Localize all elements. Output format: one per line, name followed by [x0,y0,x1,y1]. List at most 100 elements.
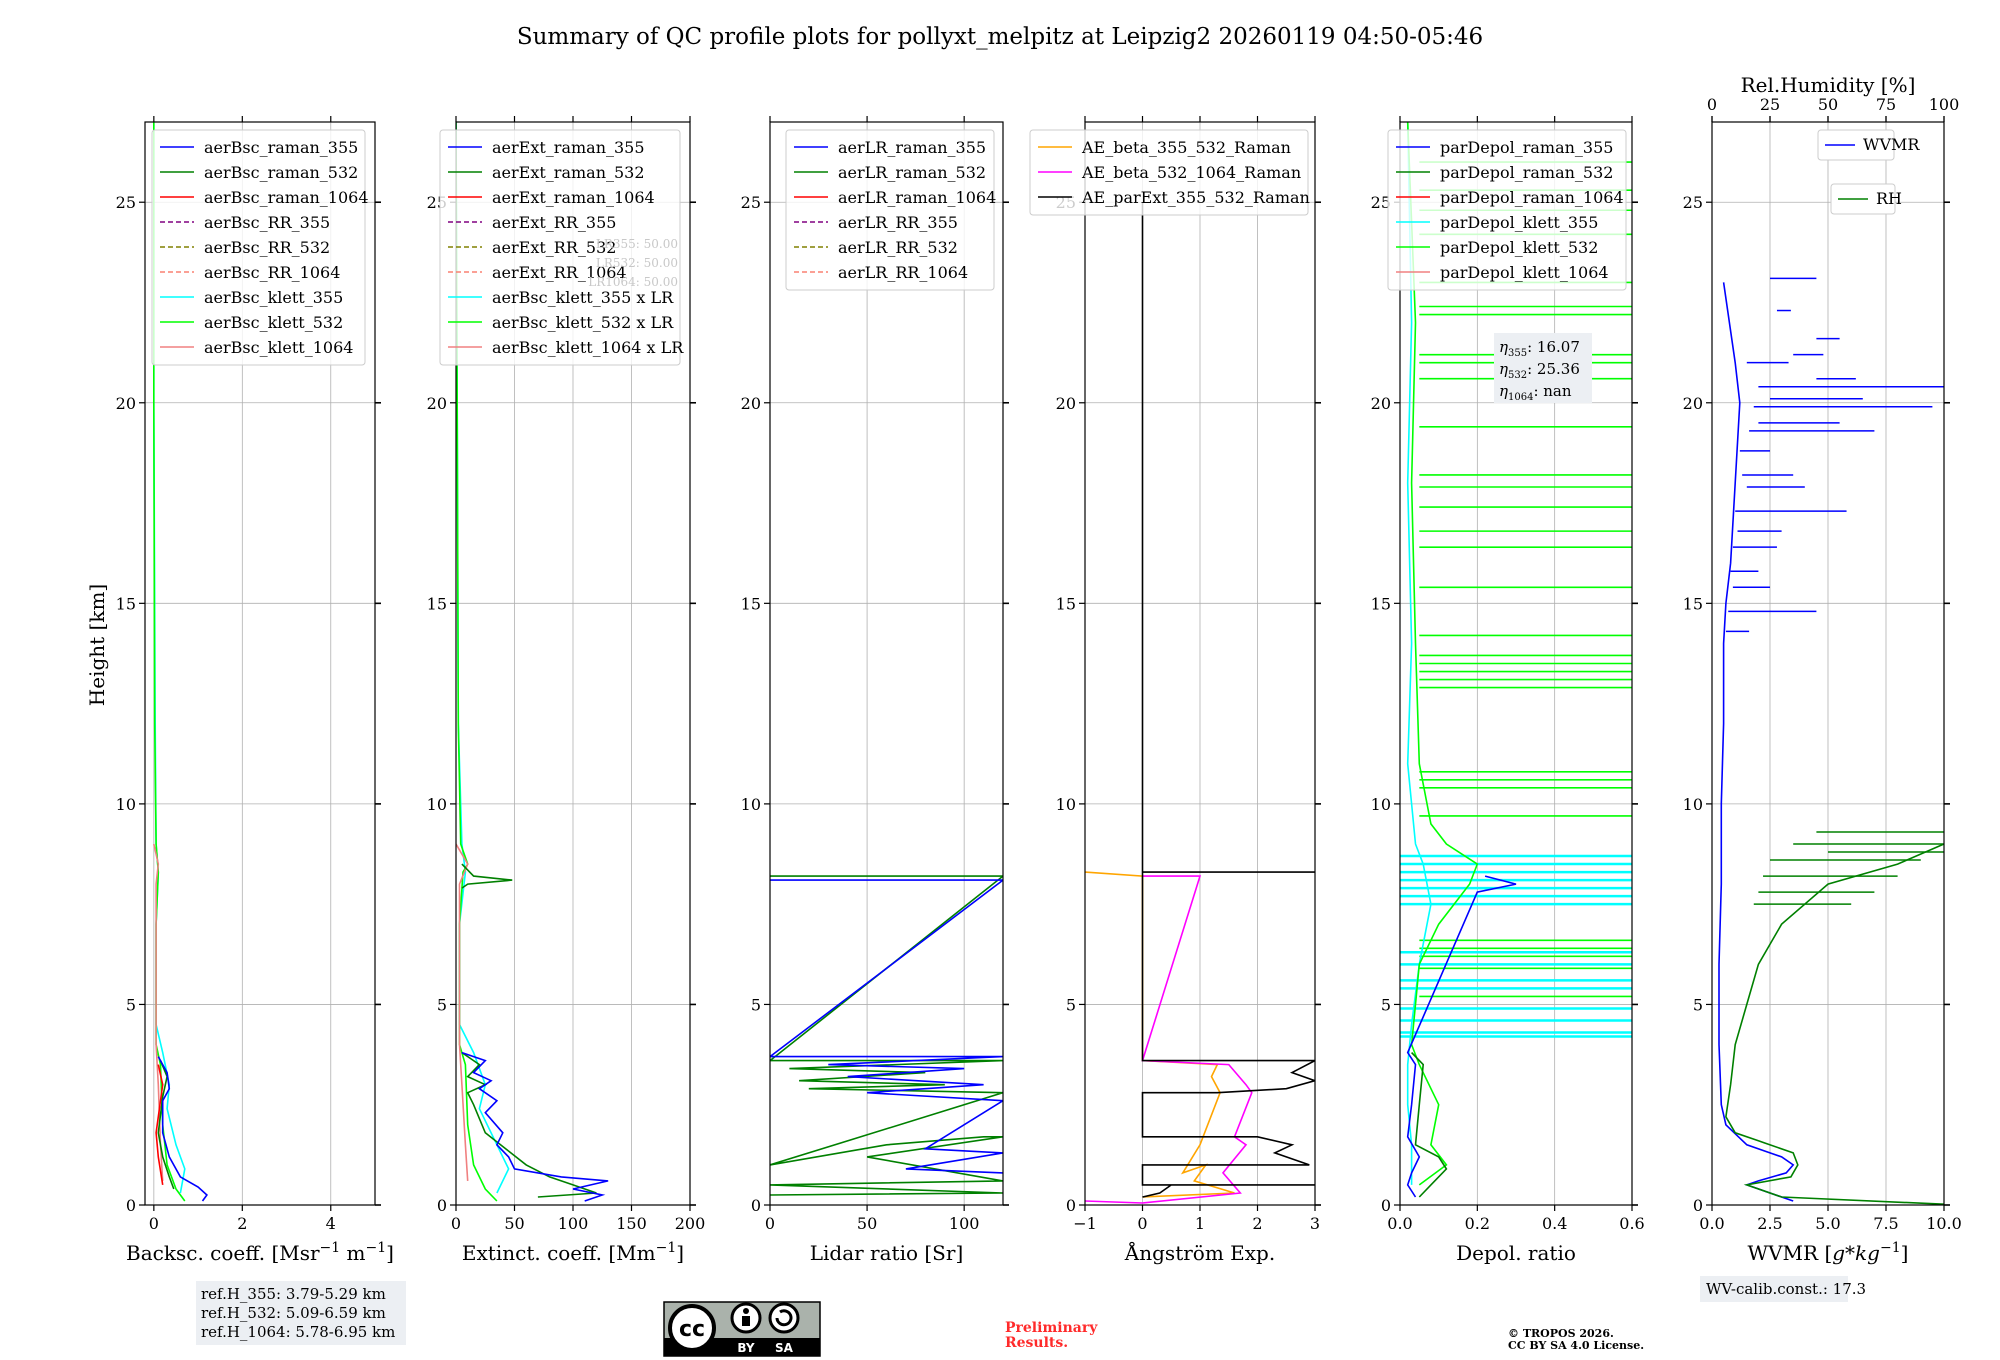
cc-sa-label: SA [775,1341,794,1355]
legend-box-ae [1029,129,1309,216]
y-axis-label: Height [km] [85,584,109,706]
x-tick-label-depol: 0.0 [1387,1214,1412,1233]
figure-title: Summary of QC profile plots for pollyxt_… [517,24,1483,50]
x-tick-label-lr: 100 [949,1214,980,1233]
legend-label: parDepol_klett_532 [1440,238,1598,257]
legend-label: aerBsc_RR_532 [204,238,330,257]
legend-label: aerExt_raman_1064 [492,188,655,207]
x-tick-label-wv: 2.5 [1757,1214,1782,1233]
legend-label: RH [1876,189,1902,208]
legend-label: aerBsc_RR_1064 [204,263,340,282]
svg-text:cc: cc [679,1317,705,1342]
legend-label: parDepol_raman_355 [1440,138,1613,157]
legend-label: aerBsc_klett_1064 x LR [492,338,684,357]
legend-label: aerLR_RR_1064 [838,263,968,282]
panel-depol: 0.0 0.2 0.4 0.6 0 5 10 15 20 25 Depol. ratio parDep… [1371,116,1645,1265]
panel-lr: 0 50 100 0 5 10 15 20 25 Lidar ratio [Sr] aerLR_ra… [741,116,1009,1265]
series-aerBsc_klett_1064 x LR [456,843,469,1181]
wv-calib-box: WV-calib.const.: 17.3 [1700,1276,1866,1302]
legend-label: aerBsc_klett_355 x LR [492,288,674,307]
ref-height-1064: ref.H_1064: 5.78-6.95 km [201,1323,395,1341]
y-tick-label-ext: 15 [427,594,447,613]
lr-label: LR532: 50.00 [596,256,678,270]
legend-box-lr [785,129,995,291]
x-tick-label-ae: 0 [1137,1214,1147,1233]
ref-height-532: ref.H_532: 5.09-6.59 km [201,1304,386,1322]
legend-box-bsc [151,129,366,366]
series-parDepol_raman_532 [1411,1052,1448,1198]
y-tick-label-bsc: 15 [116,594,136,613]
x-axis-label-ae: Ångström Exp. [1124,1240,1275,1265]
legend-label: aerBsc_klett_1064 [204,338,353,357]
legend-label: parDepol_klett_1064 [1440,263,1609,282]
legend-label: aerExt_RR_532 [492,238,616,257]
y-tick-label-wv: 5 [1693,995,1703,1014]
series-RH [1725,843,1944,1205]
cc-by-label: BY [737,1341,754,1355]
legend-label: aerExt_raman_532 [492,163,645,182]
y-tick-label-ae: 15 [1056,594,1076,613]
plot-area-ae [1085,202,1315,1204]
y-tick-label-depol: 0 [1381,1196,1391,1215]
legend-label: aerLR_raman_1064 [838,188,996,207]
x-axis-label-lr: Lidar ratio [Sr] [810,1241,964,1265]
y-tick-label-ext: 5 [437,995,447,1014]
y-tick-label-ae: 10 [1056,795,1076,814]
copyright-line2: CC BY SA 4.0 License. [1508,1339,1644,1352]
x-tick-label-bsc: 4 [326,1214,336,1233]
cc-license-logo: cc BY SA [663,1301,821,1357]
legend-label: aerBsc_raman_532 [204,163,358,182]
y-tick-label-wv: 20 [1683,394,1703,413]
top-tick-label-rh: 25 [1760,95,1780,114]
legend-label: aerBsc_RR_355 [204,213,330,232]
y-tick-label-bsc: 20 [116,394,136,413]
y-tick-label-ext: 20 [427,394,447,413]
y-tick-label-ae: 5 [1066,995,1076,1014]
wv-calib-const: WV-calib.const.: 17.3 [1706,1280,1866,1298]
legend-label: aerBsc_klett_532 [204,313,343,332]
y-tick-label-depol: 10 [1371,795,1391,814]
share-alike-icon [768,1302,800,1334]
y-tick-label-wv: 10 [1683,795,1703,814]
top-axis-label-rh: Rel.Humidity [%] [1741,73,1916,97]
legend-label: aerExt_RR_355 [492,213,616,232]
top-tick-label-rh: 0 [1707,95,1717,114]
y-tick-label-bsc: 25 [116,193,136,212]
cc-icon [668,1304,716,1352]
y-tick-label-bsc: 10 [116,795,136,814]
legend-label: aerLR_raman_355 [838,138,986,157]
x-tick-label-ae: −1 [1073,1214,1097,1233]
y-tick-label-wv: 25 [1683,193,1703,212]
series-aerBsc_raman_355 [157,1056,208,1202]
y-tick-label-depol: 25 [1371,193,1391,212]
legend-label: aerBsc_raman_1064 [204,188,369,207]
y-tick-label-ae: 20 [1056,394,1076,413]
x-tick-label-ext: 50 [504,1214,524,1233]
ref-height-355: ref.H_355: 3.79-5.29 km [201,1285,386,1303]
legend-box-wv [1817,129,1895,161]
lr-label: LR1064: 50.00 [588,275,678,289]
legend-label: AE_beta_355_532_Raman [1081,138,1291,157]
series-parDepol_klett_532 [1406,122,1479,1186]
legend-box-ext [439,129,681,366]
eta-532: η532: 25.36 [1499,360,1580,381]
legend-label: aerLR_raman_532 [838,163,986,182]
legend-label: aerBsc_raman_355 [204,138,358,157]
x-axis-label-ext: Extinct. coeff. [Mm−1] [462,1240,684,1265]
panel-ae: −101230510152025Ångström Exp.AE_beta_355… [1029,116,1321,1265]
lr-label: LR355: 50.00 [596,237,678,251]
y-tick-label-lr: 10 [741,795,761,814]
top-tick-label-rh: 100 [1929,95,1960,114]
panel-bsc: 0 2 4 0 5 10 15 20 25 Backsc. coeff. [Msr−1 m−1] a… [116,116,394,1265]
plot-area-ext [456,122,609,1202]
series-parDepol_klett_355 [1406,122,1432,1185]
x-tick-label-bsc: 2 [237,1214,247,1233]
legend-box-depol [1387,129,1627,291]
x-tick-label-wv: 5.0 [1815,1214,1840,1233]
y-tick-label-lr: 20 [741,394,761,413]
y-tick-label-depol: 5 [1381,995,1391,1014]
series-parDepol_raman_355 [1406,875,1517,1198]
plot-area-lr [770,875,1003,1196]
